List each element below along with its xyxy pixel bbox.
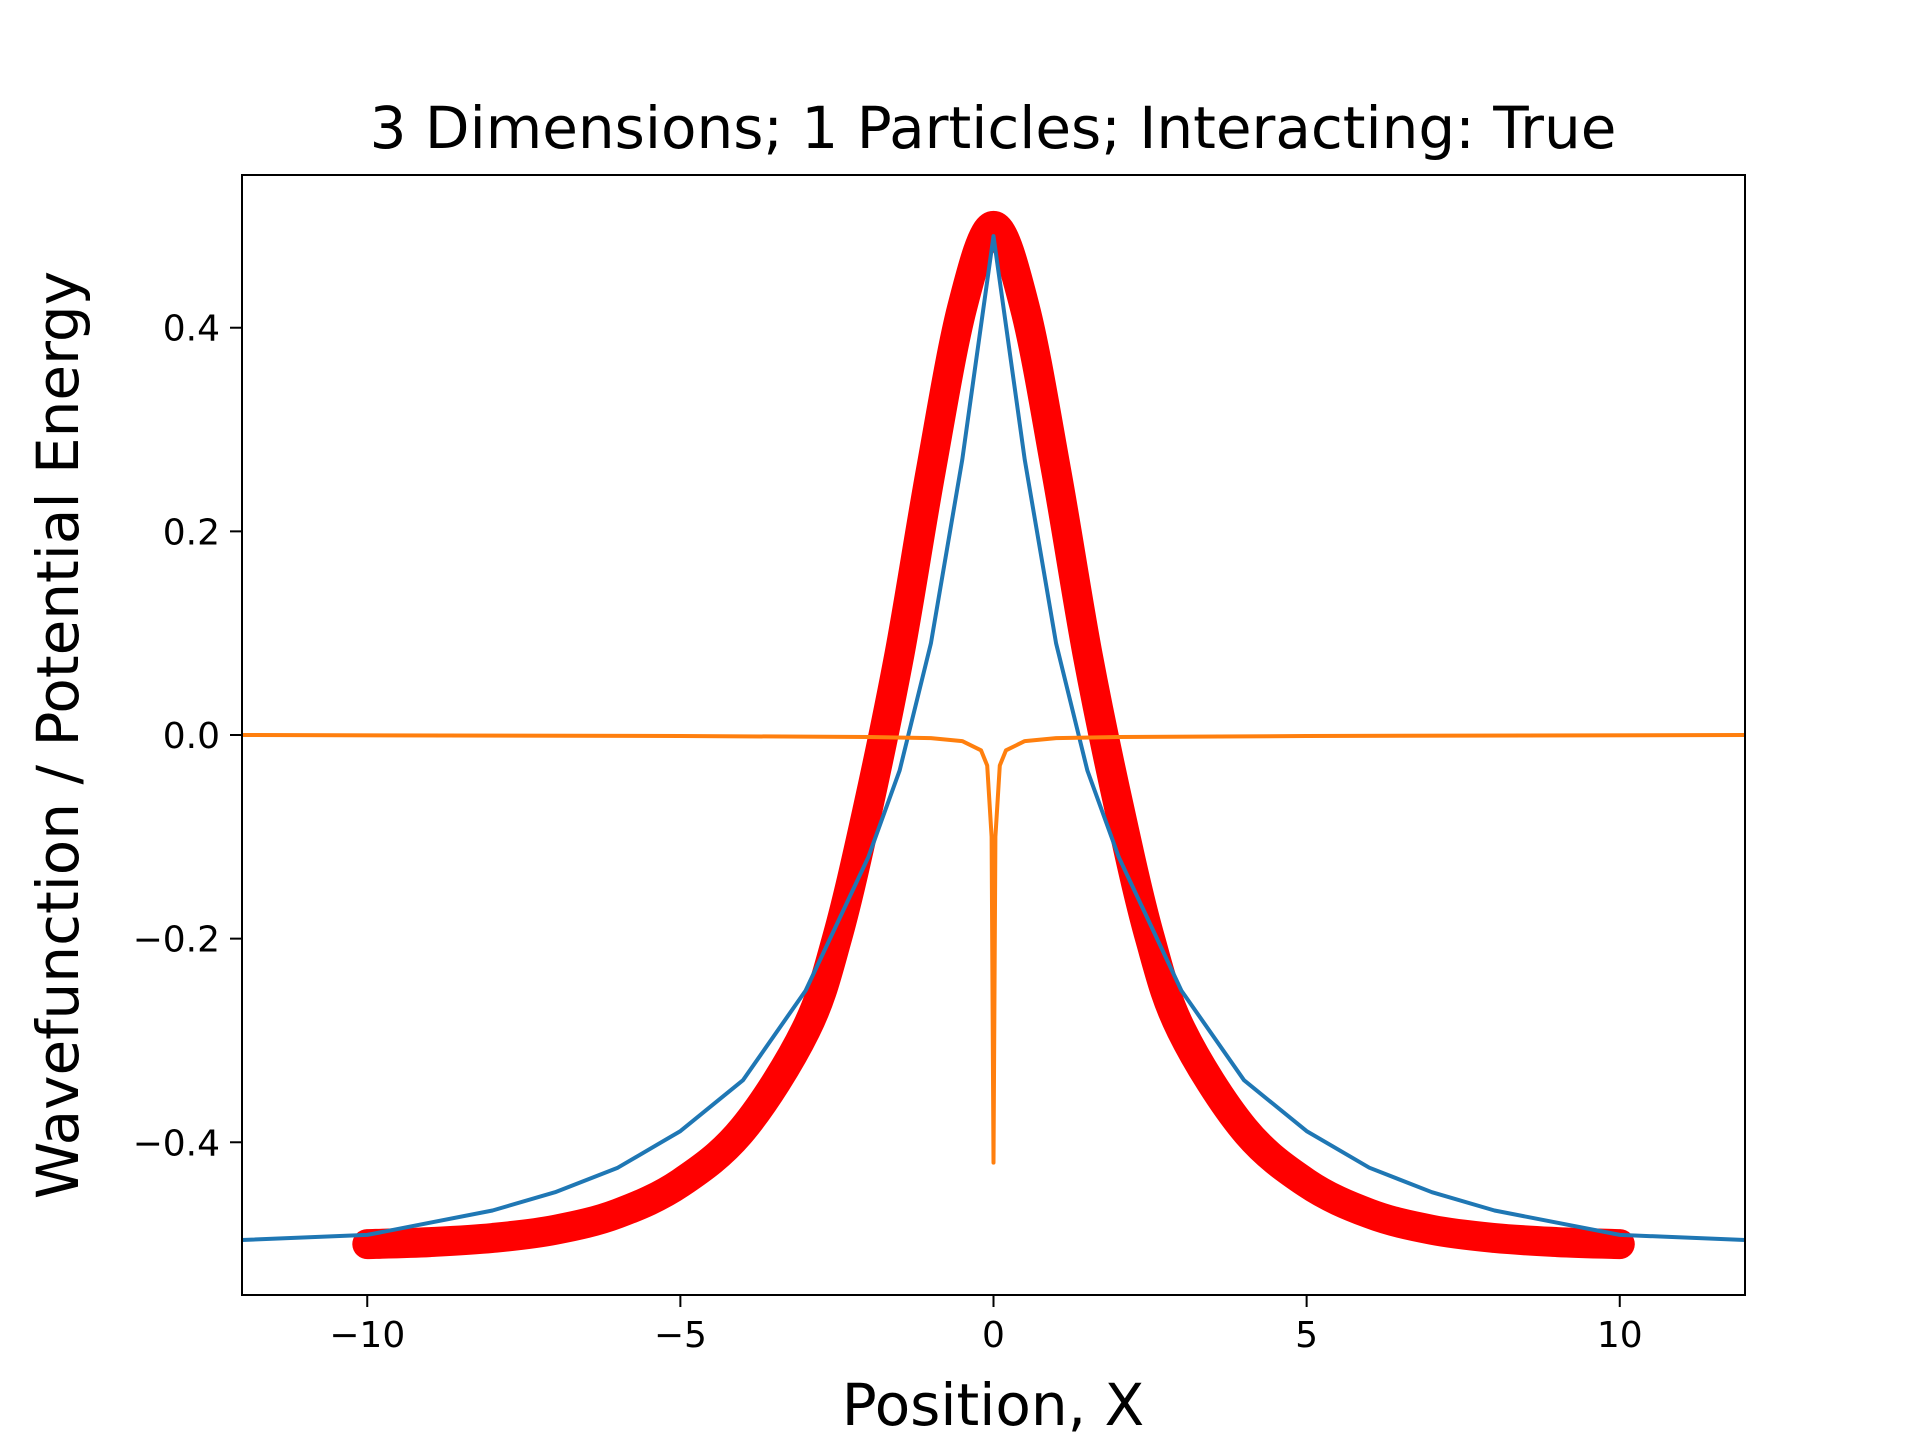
- x-tick-label: 10: [1597, 1315, 1643, 1356]
- y-axis-label: Wavefunction / Potential Energy: [24, 271, 92, 1199]
- x-axis-label: Position, X: [842, 1371, 1144, 1439]
- x-tick-label: 5: [1295, 1315, 1318, 1356]
- y-tick-label: −0.4: [133, 1123, 220, 1164]
- plot-frame: [241, 174, 1746, 1296]
- series-line-1: [242, 234, 1745, 1242]
- x-tick-label: −5: [654, 1315, 707, 1356]
- x-tick-label: 0: [982, 1315, 1005, 1356]
- series-line-0: [352, 210, 1635, 1260]
- series-line-2: [242, 733, 1745, 1165]
- y-tick-label: 0.0: [163, 716, 220, 757]
- y-tick-label: −0.2: [133, 920, 220, 961]
- chart-title: 3 Dimensions; 1 Particles; Interacting: …: [370, 94, 1617, 162]
- y-tick-label: 0.2: [163, 512, 220, 553]
- series-layer: [242, 210, 1745, 1260]
- ticks-layer: −10 −5 0 5 10 −0.4 −0.2 0.0 0.2 0.4: [133, 309, 1643, 1356]
- x-tick-label: −10: [329, 1315, 405, 1356]
- y-tick-label: 0.4: [163, 309, 220, 350]
